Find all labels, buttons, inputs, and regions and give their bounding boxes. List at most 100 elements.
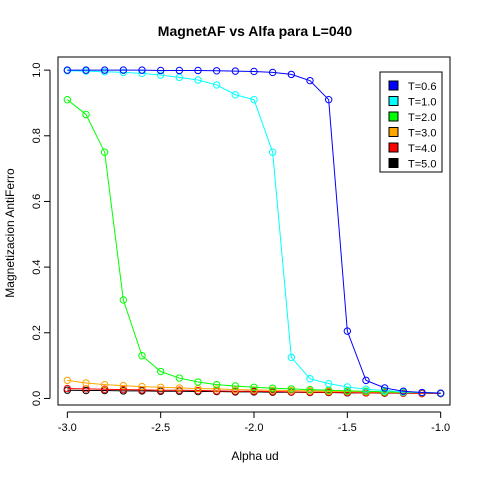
- data-point: [100, 380, 109, 389]
- data-point: [194, 76, 202, 84]
- axes: -3.0 -2.5 -2.0 -1.5 -1.0 0.0 0.2 0.4 0.6 0.8 1.0: [31, 56, 451, 434]
- data-point: [119, 68, 128, 77]
- data-point: [231, 91, 240, 99]
- data-point: [212, 81, 221, 89]
- legend-label: T=2.0: [408, 112, 436, 124]
- data-point: [231, 382, 240, 390]
- data-point: [362, 387, 370, 395]
- data-point: [306, 375, 314, 383]
- series-line: [67, 70, 441, 394]
- data-point: [362, 376, 370, 385]
- legend-label: T=1.0: [408, 97, 436, 109]
- chart-title: MagnetAF vs Alfa para L=040: [158, 23, 353, 39]
- data-point: [138, 66, 146, 74]
- data-point: [119, 385, 128, 394]
- data-point: [250, 67, 258, 76]
- series-line: [67, 69, 441, 394]
- data-point: [119, 66, 128, 74]
- data-point: [306, 76, 314, 85]
- data-point: [380, 386, 389, 395]
- series-T=0.6: [63, 66, 445, 397]
- legend-label: T=0.6: [408, 81, 436, 93]
- data-point: [324, 379, 333, 388]
- y-tick-label: 1.0: [31, 62, 43, 77]
- legend-swatch: [388, 158, 399, 168]
- legend: T=0.6 T=1.0 T=2.0 T=3.0 T=4.0 T=5.0: [379, 71, 443, 173]
- data-point: [194, 378, 202, 386]
- data-point: [250, 95, 258, 104]
- data-point: [268, 68, 277, 77]
- x-tick-label: -1.0: [431, 422, 450, 434]
- data-point: [399, 387, 408, 395]
- data-point: [156, 367, 165, 376]
- data-point: [194, 386, 202, 395]
- data-point: [212, 67, 221, 75]
- legend-swatch: [388, 142, 399, 153]
- plot-frame: [57, 56, 451, 406]
- data-point: [63, 384, 72, 393]
- data-point: [175, 374, 184, 382]
- data-point: [138, 352, 146, 360]
- data-point: [287, 70, 296, 79]
- data-point: [63, 95, 72, 104]
- legend-label: T=4.0: [408, 143, 436, 155]
- data-point: [156, 71, 165, 79]
- data-point: [175, 384, 184, 392]
- data-point: [324, 95, 333, 104]
- data-point: [175, 386, 184, 394]
- data-point: [212, 385, 221, 393]
- data-point: [231, 67, 240, 75]
- data-point: [156, 66, 165, 75]
- data-point: [306, 385, 314, 394]
- data-point: [343, 387, 352, 395]
- data-point: [194, 66, 202, 75]
- y-tick-label: 0.2: [31, 325, 43, 340]
- series-T=2.0: [63, 95, 445, 397]
- y-tick-label: 0.4: [31, 259, 43, 274]
- data-point: [63, 376, 72, 385]
- data-point: [175, 66, 184, 75]
- legend-swatch: [388, 111, 399, 122]
- data-point: [287, 385, 296, 393]
- plot-area: [63, 66, 445, 398]
- series-line: [67, 99, 441, 394]
- x-tick-label: -3.0: [58, 422, 77, 434]
- data-point: [380, 384, 389, 392]
- data-point: [82, 110, 90, 119]
- data-point: [100, 148, 109, 156]
- data-point: [436, 389, 445, 397]
- y-tick-label: 0.0: [31, 391, 43, 406]
- data-point: [250, 383, 258, 391]
- y-tick-label: 0.8: [31, 128, 43, 143]
- data-point: [63, 66, 72, 74]
- data-point: [100, 66, 109, 74]
- data-point: [250, 386, 258, 394]
- data-point: [119, 381, 128, 390]
- data-point: [138, 382, 146, 391]
- data-point: [268, 386, 277, 394]
- data-point: [212, 380, 221, 389]
- y-axis-label: Magnetizacion AntiFerro: [3, 168, 17, 298]
- series-line: [67, 388, 441, 395]
- data-point: [82, 66, 90, 74]
- data-point: [268, 384, 277, 392]
- data-point: [268, 148, 277, 156]
- data-point: [156, 383, 165, 391]
- x-tick-label: -2.0: [245, 422, 264, 434]
- data-point: [343, 327, 352, 335]
- data-point: [287, 353, 296, 362]
- legend-label: T=5.0: [408, 159, 436, 171]
- data-point: [343, 383, 352, 391]
- legend-label: T=3.0: [408, 128, 436, 140]
- legend-swatch: [388, 80, 399, 91]
- y-tick-label: 0.6: [31, 194, 43, 209]
- x-tick-label: -2.5: [151, 422, 170, 434]
- data-point: [119, 296, 128, 304]
- data-point: [362, 385, 370, 393]
- data-point: [418, 388, 426, 397]
- x-axis-label: Alpha ud: [231, 449, 278, 463]
- data-point: [100, 385, 109, 393]
- legend-swatch: [388, 127, 399, 137]
- legend-swatch: [388, 96, 399, 106]
